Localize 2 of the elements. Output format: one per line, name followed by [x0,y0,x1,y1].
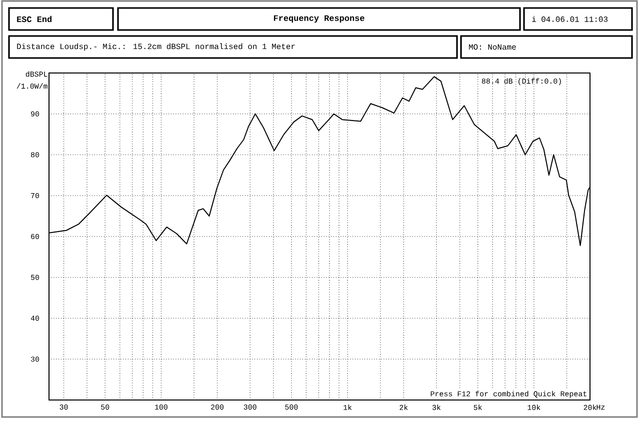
text: ESC End [17,16,52,22]
chart-title: Frequency Response [274,15,364,23]
